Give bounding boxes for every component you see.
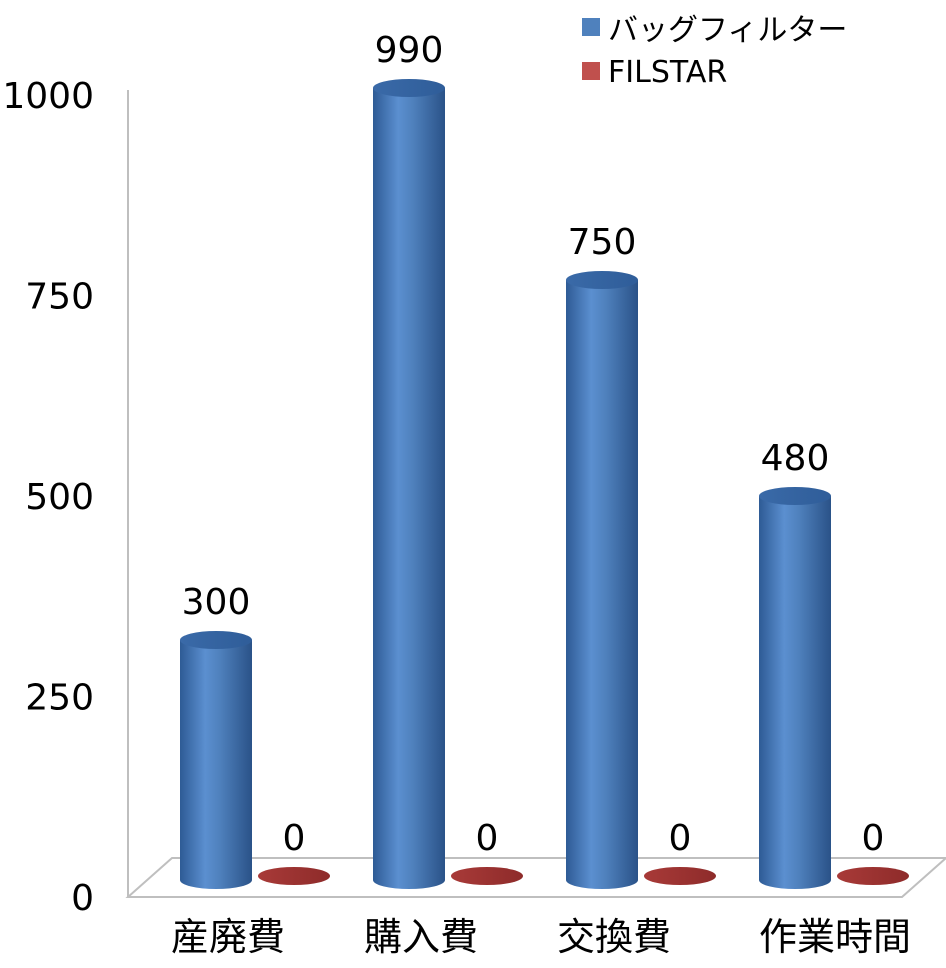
legend-label-1: FILSTAR [608,55,727,90]
data-label: 0 [862,818,885,859]
bar-zero-disc [644,867,716,885]
bar-body [566,280,638,889]
category-label: 交換費 [557,915,671,959]
bar-zero-disc [451,867,523,885]
category-label: 産廃費 [171,915,285,959]
legend-label-0: バッグフィルター [608,13,847,48]
category-label: 購入費 [364,915,478,959]
y-tick-label: 500 [25,477,94,518]
legend-swatch-1 [582,62,600,80]
bar-body [180,640,252,889]
data-label: 0 [283,818,306,859]
category-label: 作業時間 [759,915,911,959]
bar-zero-disc [837,867,909,885]
bar-zero-disc [258,867,330,885]
legend: バッグフィルター FILSTAR [582,13,847,90]
category-labels: 産廃費 購入費 交換費 作業時間 [171,915,911,959]
data-label: 750 [568,222,637,263]
bar-body [373,88,445,889]
bars [180,79,909,889]
bar-top [373,79,445,97]
bar-body [759,496,831,889]
data-label: 0 [669,818,692,859]
bar-top [759,487,831,505]
y-tick-label: 1000 [2,76,94,117]
y-tick-label: 0 [71,878,94,919]
data-label: 0 [476,818,499,859]
y-tick-label: 250 [25,678,94,719]
bar-top [566,271,638,289]
data-labels: 300 0 990 0 750 0 480 0 [182,30,885,859]
chart-floor [125,857,946,898]
y-tick-labels: 0 250 500 750 1000 [2,76,94,919]
data-label: 990 [375,30,444,71]
data-label: 480 [761,438,830,479]
legend-swatch-0 [582,18,600,36]
y-tick-label: 750 [25,277,94,318]
bar-top [180,631,252,649]
data-label: 300 [182,582,251,623]
